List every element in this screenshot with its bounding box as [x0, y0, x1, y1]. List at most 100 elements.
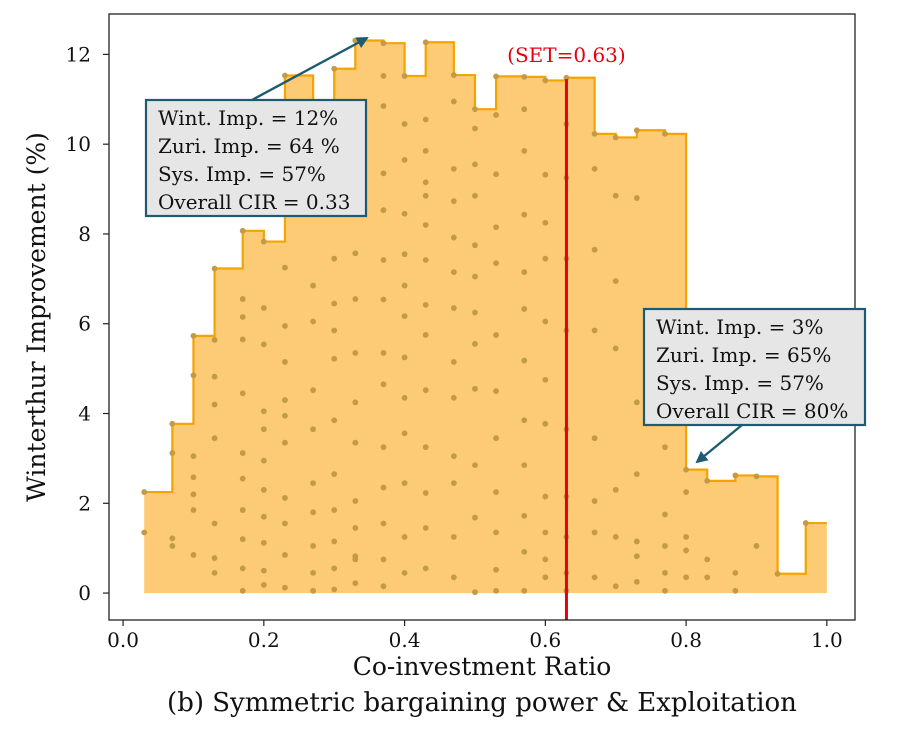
data-point	[753, 473, 760, 480]
data-point	[401, 156, 408, 163]
data-point	[450, 358, 457, 365]
data-point	[331, 471, 338, 478]
data-point	[331, 65, 338, 72]
data-point	[542, 556, 549, 563]
annotation-line: Sys. Imp. = 57%	[158, 162, 326, 186]
data-point	[472, 125, 478, 132]
data-point	[633, 399, 640, 406]
data-point	[211, 265, 218, 272]
data-point	[331, 255, 338, 262]
data-point	[331, 300, 338, 307]
data-point	[211, 569, 218, 576]
data-point	[380, 444, 387, 451]
data-point	[282, 520, 288, 527]
annotation-box	[642, 307, 867, 427]
data-point	[401, 354, 408, 361]
data-point	[422, 387, 429, 394]
data-point	[169, 543, 176, 549]
data-point	[472, 192, 478, 199]
data-point	[401, 313, 408, 320]
data-point	[521, 587, 528, 594]
data-point	[380, 583, 387, 590]
data-point	[239, 296, 246, 302]
data-point	[422, 565, 429, 572]
data-point	[310, 318, 316, 325]
data-point	[169, 535, 176, 542]
data-point	[450, 98, 457, 105]
data-point	[683, 534, 689, 540]
data-point	[591, 435, 598, 442]
data-point	[472, 161, 478, 168]
data-point	[633, 127, 640, 134]
data-point	[422, 192, 429, 199]
data-point	[282, 323, 288, 329]
data-point	[472, 385, 478, 392]
data-point	[331, 586, 338, 593]
data-point	[521, 306, 528, 312]
set-label: (SET=0.63)	[507, 43, 626, 67]
data-point	[401, 282, 408, 289]
data-point	[380, 73, 387, 79]
data-point	[352, 556, 359, 563]
data-point	[422, 116, 429, 123]
data-point	[493, 332, 499, 338]
data-point	[401, 480, 408, 486]
data-point	[422, 332, 429, 338]
data-point	[774, 570, 781, 577]
data-point	[472, 273, 478, 280]
data-point	[704, 477, 711, 484]
envelope-step-line	[144, 39, 827, 575]
data-point	[380, 40, 387, 47]
data-point	[472, 106, 478, 113]
data-point	[190, 474, 197, 481]
data-point	[239, 536, 246, 543]
data-point	[521, 417, 528, 424]
data-point	[211, 336, 218, 343]
data-point	[633, 578, 640, 585]
data-point	[612, 534, 619, 540]
data-point	[422, 525, 429, 531]
data-point	[521, 211, 528, 218]
data-point	[493, 112, 499, 118]
x-tick-label: 0.4	[389, 628, 421, 652]
x-tick-label: 0.2	[248, 628, 280, 652]
data-point	[352, 498, 359, 504]
annotation-line: Zuri. Imp. = 65%	[656, 343, 831, 367]
data-point	[282, 397, 288, 403]
data-point	[310, 387, 316, 394]
data-point	[310, 543, 316, 549]
data-point	[732, 587, 739, 594]
data-point	[591, 130, 598, 137]
data-point	[380, 484, 387, 491]
y-axis: 0 2 4 6 8 10 12	[66, 42, 109, 605]
data-point	[169, 420, 176, 427]
data-point	[260, 539, 267, 546]
data-point	[401, 394, 408, 401]
data-point	[662, 444, 668, 451]
data-point	[380, 381, 387, 388]
data-point	[239, 336, 246, 343]
data-point	[450, 394, 457, 401]
data-point	[591, 529, 598, 536]
data-point	[380, 103, 387, 109]
data-point	[450, 198, 457, 205]
data-point	[472, 341, 478, 347]
data-point	[493, 171, 499, 178]
data-point	[422, 222, 429, 228]
data-point	[542, 574, 549, 581]
data-point	[493, 587, 499, 594]
annotation-line: Overall CIR = 80%	[656, 399, 848, 423]
data-point	[542, 376, 549, 383]
data-point	[352, 250, 359, 257]
data-point	[190, 332, 197, 339]
data-point	[239, 587, 246, 594]
data-point	[493, 73, 499, 80]
data-point	[542, 219, 549, 226]
data-point	[732, 472, 739, 479]
data-point	[521, 462, 528, 469]
data-point	[472, 242, 478, 249]
data-point	[352, 399, 359, 406]
data-point	[141, 529, 148, 536]
annotation-line: Wint. Imp. = 3%	[656, 315, 823, 339]
data-point	[352, 350, 359, 356]
